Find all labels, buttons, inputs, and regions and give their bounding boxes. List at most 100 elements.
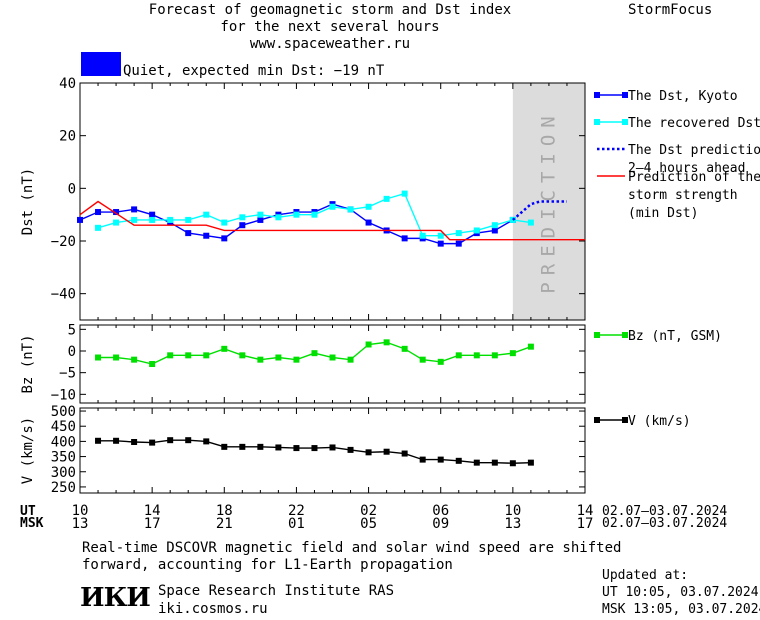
- data-point: [329, 354, 336, 361]
- legend-marker: [594, 119, 600, 125]
- y-tick-label: 450: [51, 419, 76, 435]
- ut-tick-label: 14: [577, 503, 594, 519]
- data-point: [311, 211, 318, 218]
- data-point: [509, 350, 516, 357]
- data-point: [311, 445, 318, 452]
- msk-tick-label: 17: [144, 516, 161, 532]
- data-point: [527, 219, 534, 226]
- data-point: [77, 216, 83, 223]
- data-point: [419, 356, 426, 363]
- footer-note-line2: forward, accounting for L1-Earth propaga…: [82, 557, 453, 573]
- chart-title-line2: for the next several hours: [220, 19, 440, 35]
- y-tick-label: 20: [59, 129, 76, 145]
- data-point: [95, 437, 102, 444]
- data-point: [95, 209, 102, 216]
- data-point: [275, 444, 282, 451]
- data-point: [365, 449, 372, 456]
- data-point: [401, 450, 408, 457]
- data-point: [131, 439, 138, 445]
- data-point: [527, 459, 534, 466]
- legend-marker: [594, 92, 600, 98]
- ut-tick-label: 22: [288, 503, 305, 519]
- data-point: [167, 216, 174, 223]
- data-point: [329, 444, 336, 451]
- data-point: [365, 203, 372, 210]
- data-point: [473, 459, 480, 466]
- data-point: [239, 352, 246, 359]
- data-point: [149, 211, 156, 218]
- plot-frame: [79, 324, 586, 404]
- y-tick-label: 400: [51, 434, 76, 450]
- data-point: [455, 240, 462, 247]
- legend-marker: [622, 119, 628, 125]
- bz-plot: 5 0 −5 −10 Bz (nT) Bz (nT, GSM): [20, 322, 722, 404]
- data-point: [491, 459, 498, 466]
- msk-tick-label: 01: [288, 516, 305, 532]
- msk-tick-label: 05: [360, 516, 377, 532]
- data-point: [509, 460, 516, 467]
- data-point: [311, 350, 318, 357]
- data-point: [455, 457, 462, 464]
- data-point: [401, 235, 408, 242]
- data-point: [437, 456, 444, 463]
- legend-label: Prediction of the: [628, 170, 760, 185]
- data-point: [221, 235, 228, 242]
- data-point: [437, 240, 444, 247]
- data-point: [185, 437, 192, 444]
- y-tick-label: 0: [68, 181, 76, 197]
- data-point: [221, 443, 228, 450]
- data-point: [401, 190, 408, 197]
- y-tick-label: −10: [51, 387, 76, 403]
- msk-label: MSK: [20, 516, 44, 531]
- data-point: [203, 438, 210, 445]
- data-point: [293, 356, 300, 363]
- data-point: [257, 356, 264, 363]
- y-tick-label: 0: [68, 344, 76, 360]
- ut-label: UT: [20, 504, 36, 519]
- legend-label: storm strength: [628, 188, 738, 203]
- series-line: [512, 200, 567, 221]
- data-point: [455, 352, 462, 359]
- data-point: [221, 345, 228, 352]
- legend-marker: [622, 92, 628, 98]
- data-point: [293, 211, 300, 218]
- data-point: [113, 437, 120, 444]
- ut-tick-label: 10: [72, 503, 89, 519]
- y-tick-label: −5: [59, 366, 76, 382]
- y-tick-label: −40: [51, 287, 76, 303]
- data-point: [491, 352, 498, 359]
- footer-note-line1: Real-time DSCOVR magnetic field and sola…: [82, 540, 622, 556]
- data-point: [383, 195, 390, 202]
- y-tick-label: 5: [68, 322, 76, 338]
- data-point: [365, 219, 372, 226]
- data-point: [149, 216, 156, 223]
- msk-tick-label: 09: [432, 516, 449, 532]
- plot-frame: [79, 407, 586, 494]
- data-point: [149, 361, 156, 367]
- data-point: [347, 446, 354, 453]
- data-point: [149, 439, 156, 446]
- series-line: [98, 439, 531, 464]
- chart-title-url[interactable]: www.spaceweather.ru: [249, 36, 411, 52]
- data-point: [167, 437, 174, 444]
- data-point: [419, 232, 426, 239]
- y-axis-label: V (km/s): [20, 417, 36, 484]
- legend-marker: [594, 417, 600, 423]
- ut-tick-label: 18: [216, 503, 233, 519]
- data-point: [491, 222, 498, 229]
- status-text: Quiet, expected min Dst: −19 nT: [123, 63, 385, 79]
- data-point: [527, 343, 534, 350]
- institute-site[interactable]: iki.cosmos.ru: [158, 601, 268, 617]
- data-point: [257, 443, 264, 450]
- msk-tick-label: 13: [504, 516, 521, 532]
- data-point: [329, 203, 336, 210]
- msk-tick-label: 13: [72, 516, 89, 532]
- data-point: [347, 206, 354, 213]
- data-point: [185, 216, 192, 223]
- y-tick-label: 350: [51, 450, 76, 466]
- ut-tick-label: 10: [504, 503, 521, 519]
- y-tick-label: 300: [51, 465, 76, 481]
- updated-label: Updated at:: [602, 568, 689, 583]
